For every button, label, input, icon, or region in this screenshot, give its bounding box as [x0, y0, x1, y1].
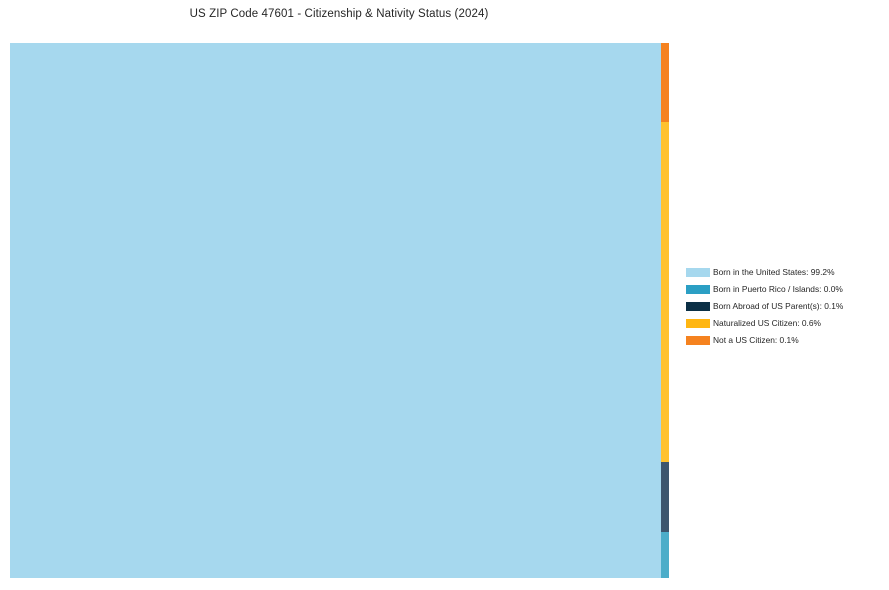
legend-item-label: Born Abroad of US Parent(s): 0.1%	[713, 301, 844, 311]
legend-item-born-abroad-of-us-parents[interactable]: Born Abroad of US Parent(s): 0.1%	[686, 299, 882, 316]
legend-item-label: Naturalized US Citizen: 0.6%	[713, 318, 821, 328]
treemap-tile-born-in-puerto-rico-islands[interactable]	[661, 532, 669, 578]
legend-swatch-icon	[686, 319, 710, 328]
legend-swatch-icon	[686, 302, 710, 311]
page-title: US ZIP Code 47601 - Citizenship & Nativi…	[189, 8, 489, 20]
treemap-plot-area	[10, 43, 669, 578]
treemap-tile-naturalized-us-citizen[interactable]	[661, 122, 669, 462]
legend-swatch-icon	[686, 268, 710, 277]
treemap-tile-born-abroad-of-us-parents[interactable]	[661, 462, 669, 532]
legend-swatch-icon	[686, 285, 710, 294]
legend-swatch-icon	[686, 336, 710, 345]
legend-item-label: Born in Puerto Rico / Islands: 0.0%	[713, 284, 843, 294]
chart-legend: Born in the United States: 99.2% Born in…	[686, 265, 882, 350]
legend-item-label: Born in the United States: 99.2%	[713, 267, 835, 277]
legend-item-label: Not a US Citizen: 0.1%	[713, 335, 799, 345]
legend-item-naturalized-us-citizen[interactable]: Naturalized US Citizen: 0.6%	[686, 316, 882, 333]
treemap-tile-born-in-united-states[interactable]	[10, 43, 661, 578]
legend-item-not-a-us-citizen[interactable]: Not a US Citizen: 0.1%	[686, 333, 882, 350]
treemap-tile-not-a-us-citizen[interactable]	[661, 43, 669, 122]
legend-item-born-in-united-states[interactable]: Born in the United States: 99.2%	[686, 265, 882, 282]
legend-item-born-in-puerto-rico-islands[interactable]: Born in Puerto Rico / Islands: 0.0%	[686, 282, 882, 299]
